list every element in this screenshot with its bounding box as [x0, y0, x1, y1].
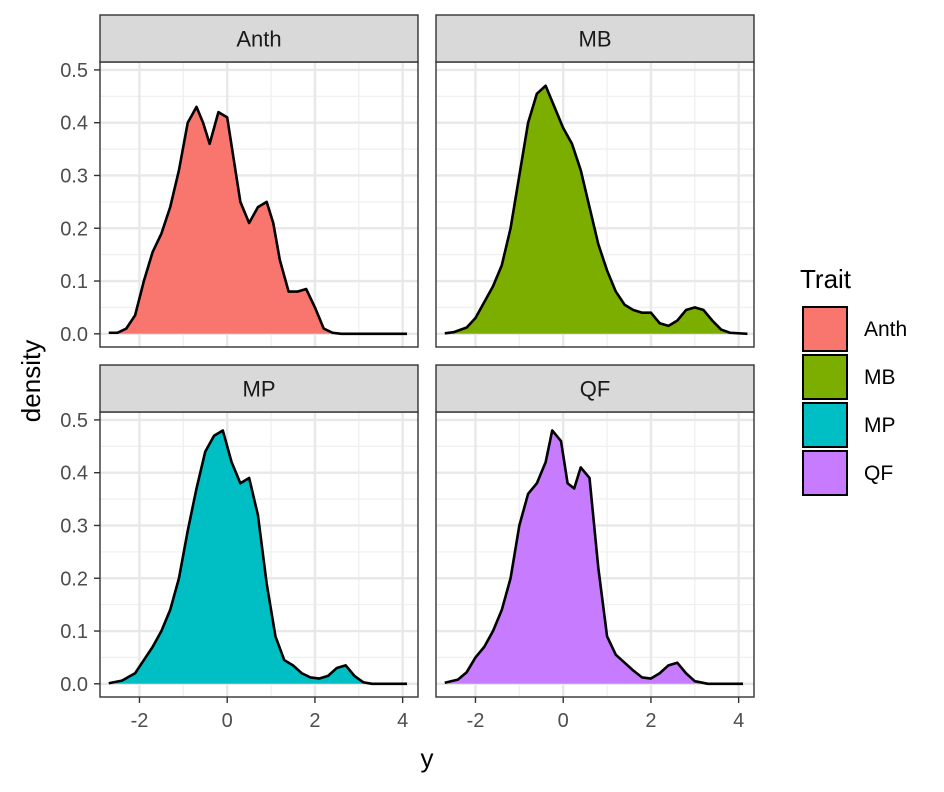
y-tick-label: 0.5: [60, 410, 88, 432]
x-tick-label: 2: [309, 710, 320, 732]
density-area-mb: [444, 85, 748, 334]
y-tick-label: 0.3: [60, 165, 88, 187]
legend-key-mb: [802, 354, 848, 400]
strip-background-mb: [435, 14, 755, 63]
y-tick-label: 0.1: [60, 621, 88, 643]
x-tick-label: 0: [558, 710, 569, 732]
strip-label-mp: MP: [243, 377, 276, 402]
x-tick-label: 2: [645, 710, 656, 732]
legend-key-qf: [802, 450, 848, 496]
y-tick-label: 0.2: [60, 568, 88, 590]
y-tick-label: 0.4: [60, 463, 88, 485]
y-tick-label: 0.0: [60, 324, 88, 346]
y-tick-label: 0.1: [60, 271, 88, 293]
strip-label-mb: MB: [579, 27, 612, 52]
x-tick-label: 0: [222, 710, 233, 732]
legend-title: Trait: [800, 264, 852, 294]
strip-label-qf: QF: [580, 377, 611, 402]
x-tick-label: 4: [733, 710, 744, 732]
y-axis-title: density: [16, 340, 46, 422]
legend-label-qf: QF: [864, 462, 893, 485]
strip-background-mp: [99, 364, 419, 413]
legend-key-anth: [802, 306, 848, 352]
strip-label-anth: Anth: [236, 27, 281, 52]
density-line-mp: [108, 429, 408, 686]
strip-background-anth: [99, 14, 419, 63]
density-line-qf: [444, 429, 744, 686]
y-tick-label: 0.5: [60, 60, 88, 82]
x-tick-label: -2: [467, 710, 485, 732]
y-tick-label: 0.3: [60, 515, 88, 537]
density-line-anth: [108, 105, 408, 336]
legend-label-mp: MP: [864, 414, 896, 437]
y-tick-label: 0.0: [60, 674, 88, 696]
y-tick-label: 0.4: [60, 113, 88, 135]
legend-key-mp: [802, 402, 848, 448]
density-area-qf: [444, 430, 744, 684]
x-axis-title: y: [421, 743, 434, 773]
x-tick-label: 4: [397, 710, 408, 732]
legend-label-anth: Anth: [864, 318, 907, 341]
legend-label-mb: MB: [864, 366, 896, 389]
x-tick-label: -2: [131, 710, 149, 732]
density-area-mp: [108, 430, 408, 684]
strip-background-qf: [435, 364, 755, 413]
density-line-mb: [444, 84, 748, 336]
density-area-anth: [108, 106, 408, 334]
y-tick-label: 0.2: [60, 218, 88, 240]
